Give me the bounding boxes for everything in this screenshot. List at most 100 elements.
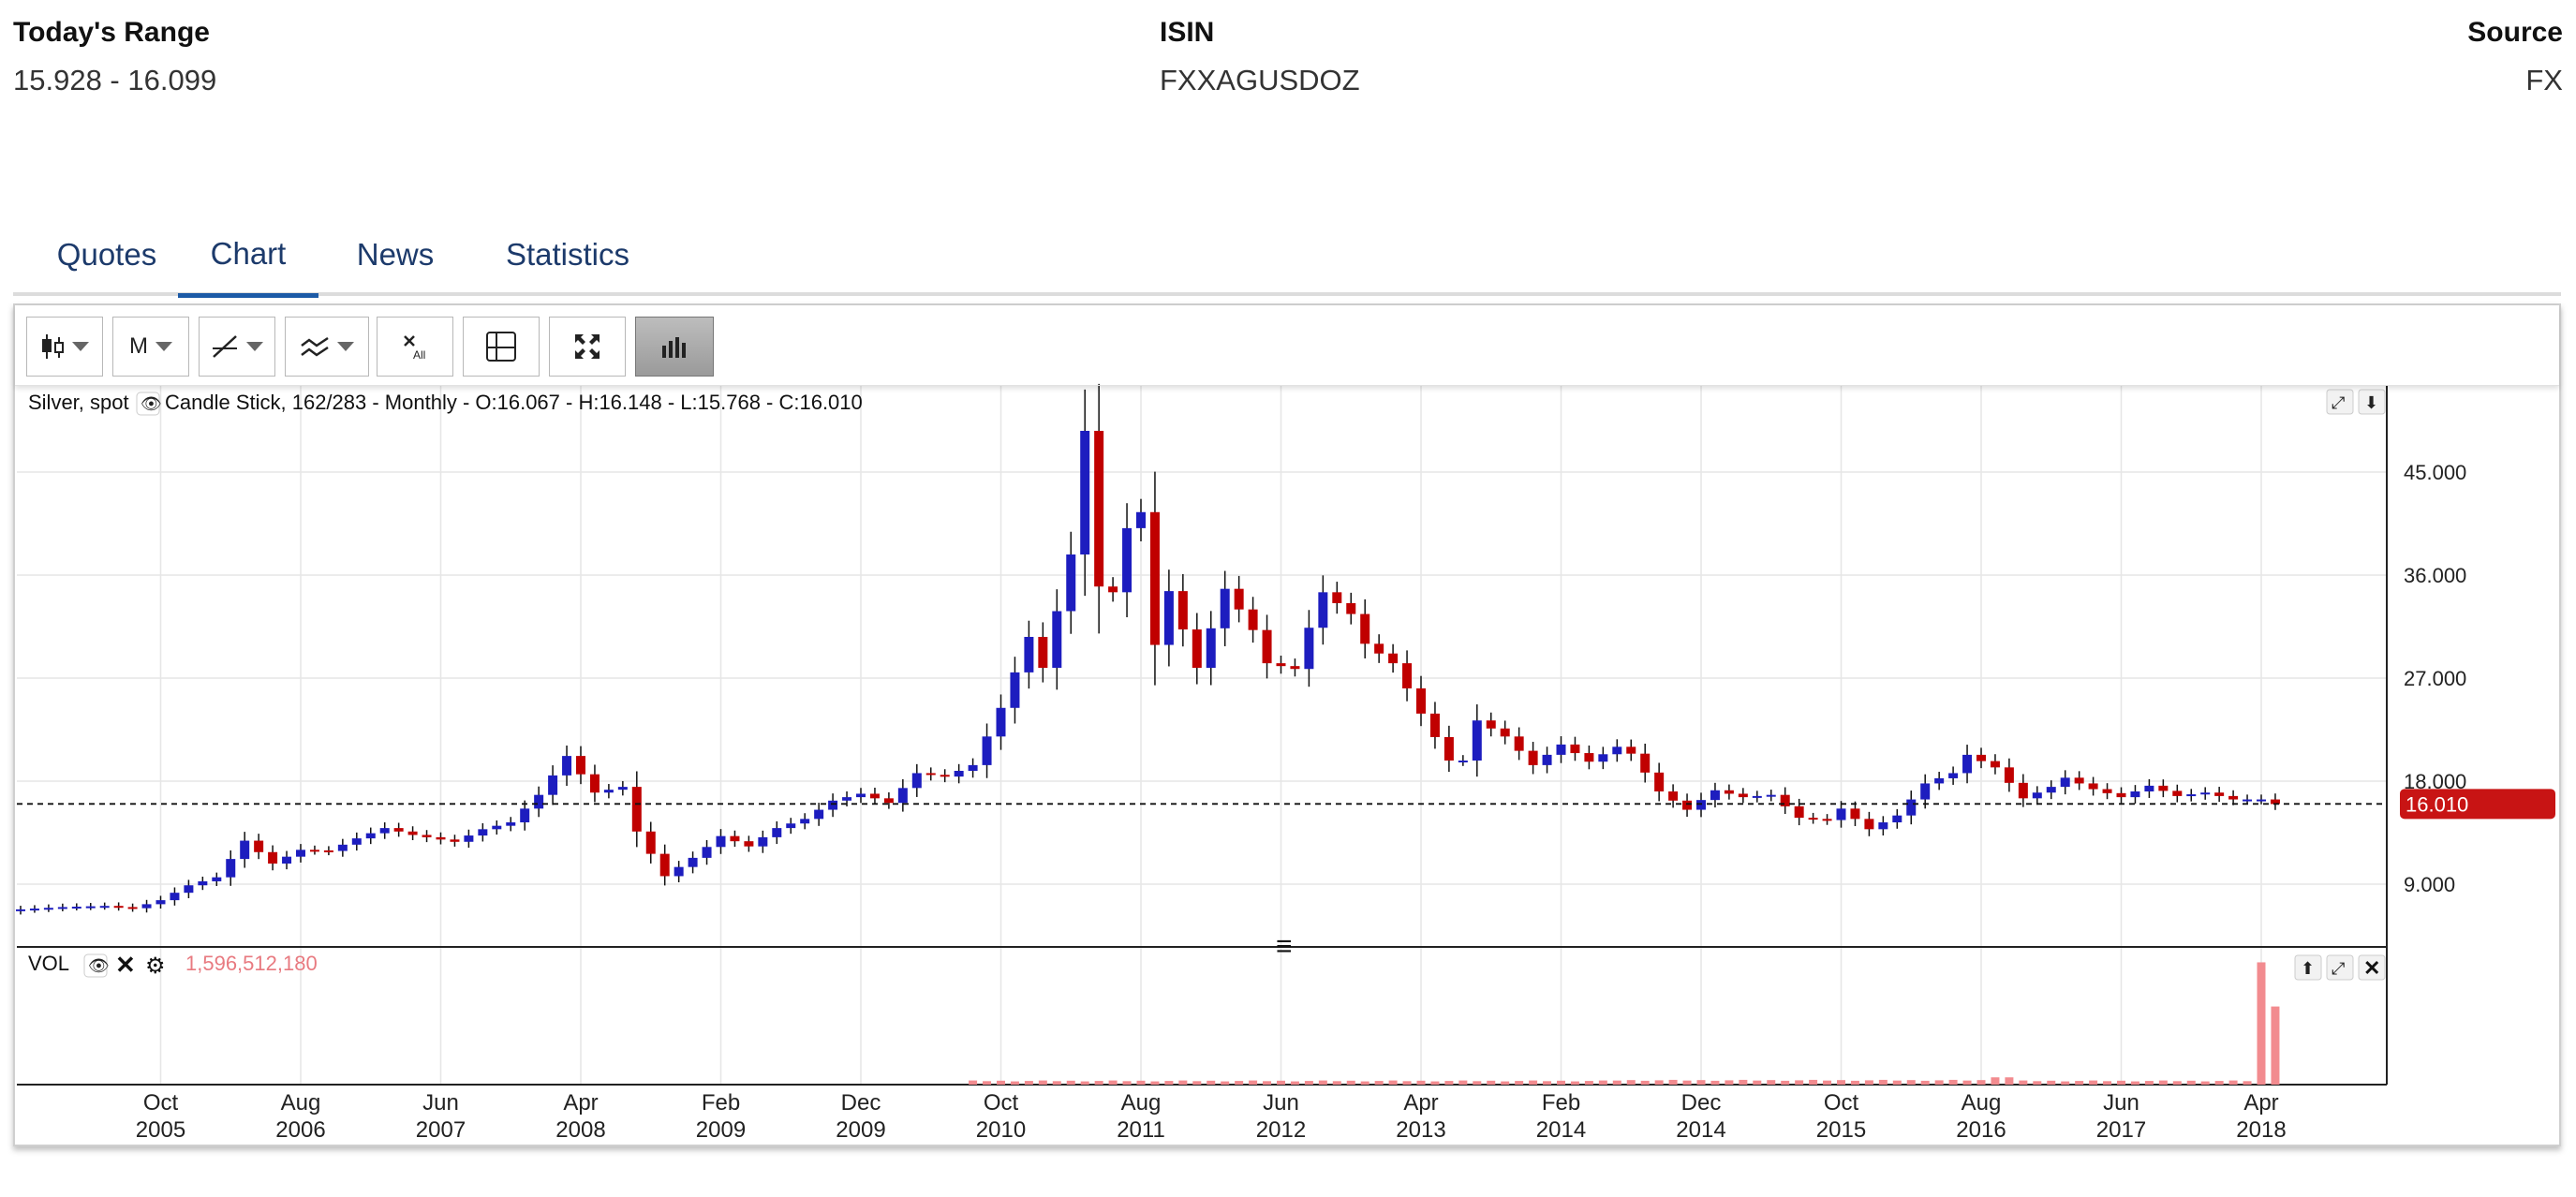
x-tick-month: Jun [422,1090,459,1116]
candle-down [2228,795,2239,800]
series-name: Silver, spot [28,391,129,414]
y-tick-label: 27.000 [2404,667,2466,690]
volume-bar [1024,1081,1033,1085]
candle-up [492,825,502,830]
volume-bar [1332,1081,1341,1085]
candle-up [1220,588,1230,628]
volume-bar [1795,1080,1804,1085]
candle-down [1346,602,1356,614]
isin-label: ISIN [1160,17,1215,48]
volume-bar [1416,1080,1426,1085]
candle-up [226,859,236,878]
candle-up [2130,791,2140,798]
price-chart[interactable]: 45.00036.00027.00018.0009.000Oct2005Aug2… [15,305,2559,1145]
tab-chart[interactable]: Chart [178,214,318,298]
volume-bar [2061,1081,2070,1085]
candle-up [1556,744,1566,755]
tab-quotes[interactable]: Quotes [56,237,157,272]
volume-bar [1934,1080,1944,1085]
volume-bar [1473,1081,1482,1085]
candle-down [1108,586,1118,593]
expand-icon: ⤢ [2332,959,2346,978]
x-tick-month: Aug [1121,1090,1162,1116]
interval-label: M [129,333,148,359]
candle-up [603,790,614,793]
last-price-label: 16.010 [2406,792,2468,816]
candle-down [869,793,880,799]
candle-down [113,906,124,909]
volume-bar [1290,1081,1299,1085]
candle-up [1066,554,1076,612]
tab-bar: Quotes Chart News Statistics [13,214,2561,298]
candle-down [323,850,333,852]
volume-toggle-button[interactable] [635,317,714,377]
volume-bar [2130,1081,2139,1085]
indicators-icon [301,336,329,357]
candle-up [1542,754,1552,765]
candle-down [2172,791,2183,796]
isin-block: ISIN FXXAGUSDOZ [1160,17,1360,97]
candle-up [828,800,838,810]
volume-bar [2158,1080,2168,1085]
volume-bar [1501,1081,1510,1085]
volume-bar [1430,1081,1440,1085]
indicators-button[interactable] [285,317,369,377]
clear-all-button[interactable]: All [377,317,453,377]
x-tick-month: Dec [1681,1090,1722,1116]
candle-down [2158,785,2169,791]
candle-down [127,907,138,909]
candle-down [1654,772,1665,791]
chevron-down-icon [337,342,354,351]
candle-down [1374,643,1384,654]
expand-icon: ⤢ [2332,393,2346,412]
interval-button[interactable]: M [112,317,189,377]
chart-type-button[interactable] [26,317,103,377]
candle-up [2257,799,2266,802]
volume-bar [1753,1080,1762,1085]
visibility-toggle [136,392,160,416]
gear-icon: ⚙ [145,953,166,979]
x-tick-year: 2015 [1816,1117,1866,1143]
x-tick-year: 2008 [555,1117,605,1143]
tab-news[interactable]: News [356,237,435,272]
volume-bar [1052,1081,1061,1085]
candle-up [548,775,558,795]
volume-bar [2214,1081,2224,1085]
tab-statistics[interactable]: Statistics [505,237,630,272]
candle-down [2074,777,2084,784]
fullscreen-button[interactable] [549,317,626,377]
candle-down [422,835,432,837]
candle-up [2144,785,2154,791]
candle-down [925,773,936,776]
candle-up [365,833,376,839]
draw-tools-button[interactable] [199,317,275,377]
x-tick-year: 2014 [1676,1117,1725,1143]
candle-up [141,904,152,909]
volume-bar [1809,1079,1818,1085]
volume-bar [1207,1080,1216,1085]
candle-down [1038,637,1048,668]
candle-up [2186,794,2197,797]
pane-splitter-handle: ≡ [1276,931,1293,962]
volume-bar [1458,1080,1468,1085]
crosshair-button[interactable] [463,317,540,377]
candle-up [506,822,516,826]
chart-toolbar: M All [15,305,2559,386]
x-tick-year: 2018 [2236,1117,2286,1143]
x-tick-year: 2007 [416,1117,466,1143]
volume-bar [2005,1077,2014,1085]
volume-toggle-icon [662,337,686,358]
candle-up [337,844,348,851]
eye-icon: 👁 [141,394,162,413]
maximize-pane-button [2326,389,2354,415]
volume-bar [1010,1081,1019,1085]
candle-down [2116,792,2126,798]
volume-bar [1122,1081,1132,1085]
volume-bar [1739,1079,1748,1085]
x-tick-year: 2009 [696,1117,746,1143]
candle-up [1920,783,1931,800]
y-tick-label: 45.000 [2404,461,2466,484]
source-label: Source [2467,17,2563,48]
volume-bar [1066,1080,1075,1085]
fullscreen-icon [575,334,600,359]
